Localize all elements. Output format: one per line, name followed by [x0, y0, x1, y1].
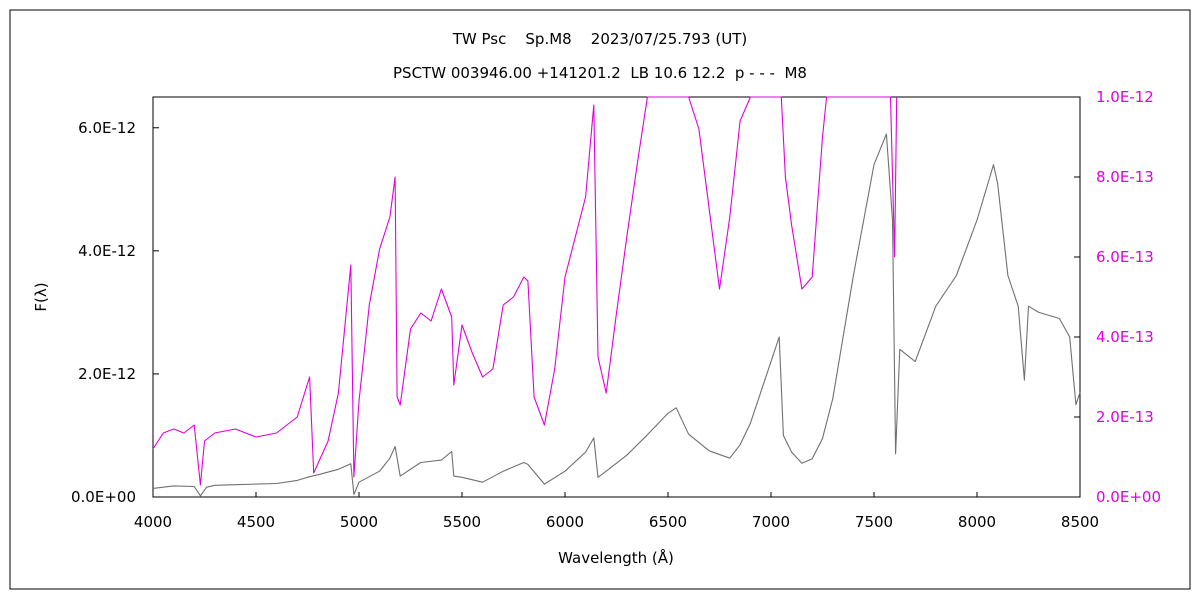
y-left-tick-label: 4.0E-12 — [78, 242, 136, 260]
y-left-tick-label: 2.0E-12 — [78, 365, 136, 383]
chart-border — [9, 9, 1191, 590]
y-left-tick-label: 6.0E-12 — [78, 119, 136, 137]
x-axis-label: Wavelength (Å) — [558, 548, 674, 567]
x-tick-label: 4000 — [134, 513, 172, 531]
y-right-tick-label: 6.0E-13 — [1096, 248, 1154, 266]
axes-layer: 4000 4500 5000 5500 6000 6500 7000 7500 8000 8500… — [71, 88, 1161, 531]
x-tick-label: 7000 — [752, 513, 790, 531]
x-tick-label: 6000 — [546, 513, 584, 531]
series-layer — [152, 96, 1081, 497]
x-tick-label: 7500 — [855, 513, 893, 531]
x-tick-label: 5000 — [340, 513, 378, 531]
series-line-right-axis — [152, 96, 898, 486]
x-tick-label: 6500 — [649, 513, 687, 531]
plot-frame — [152, 96, 1081, 498]
y-right-tick-label: 1.0E-12 — [1096, 88, 1154, 106]
chart-title: TW Psc Sp.M8 2023/07/25.793 (UT) — [452, 30, 748, 48]
x-tick-label: 8500 — [1061, 513, 1099, 531]
x-tick-label: 5500 — [443, 513, 481, 531]
x-tick-label: 4500 — [237, 513, 275, 531]
y-axis-label: F(λ) — [32, 282, 50, 311]
y-right-tick-label: 0.0E+00 — [1096, 488, 1161, 506]
y-right-tick-label: 8.0E-13 — [1096, 168, 1154, 186]
y-right-tick-label: 2.0E-13 — [1096, 408, 1154, 426]
series-line-left-axis — [152, 133, 1081, 497]
y-left-tick-label: 0.0E+00 — [71, 488, 136, 506]
plot-area — [152, 96, 1081, 498]
chart-subtitle: PSCTW 003946.00 +141201.2 LB 10.6 12.2 p… — [393, 64, 807, 82]
y-right-tick-label: 4.0E-13 — [1096, 328, 1154, 346]
x-tick-label: 8000 — [958, 513, 996, 531]
